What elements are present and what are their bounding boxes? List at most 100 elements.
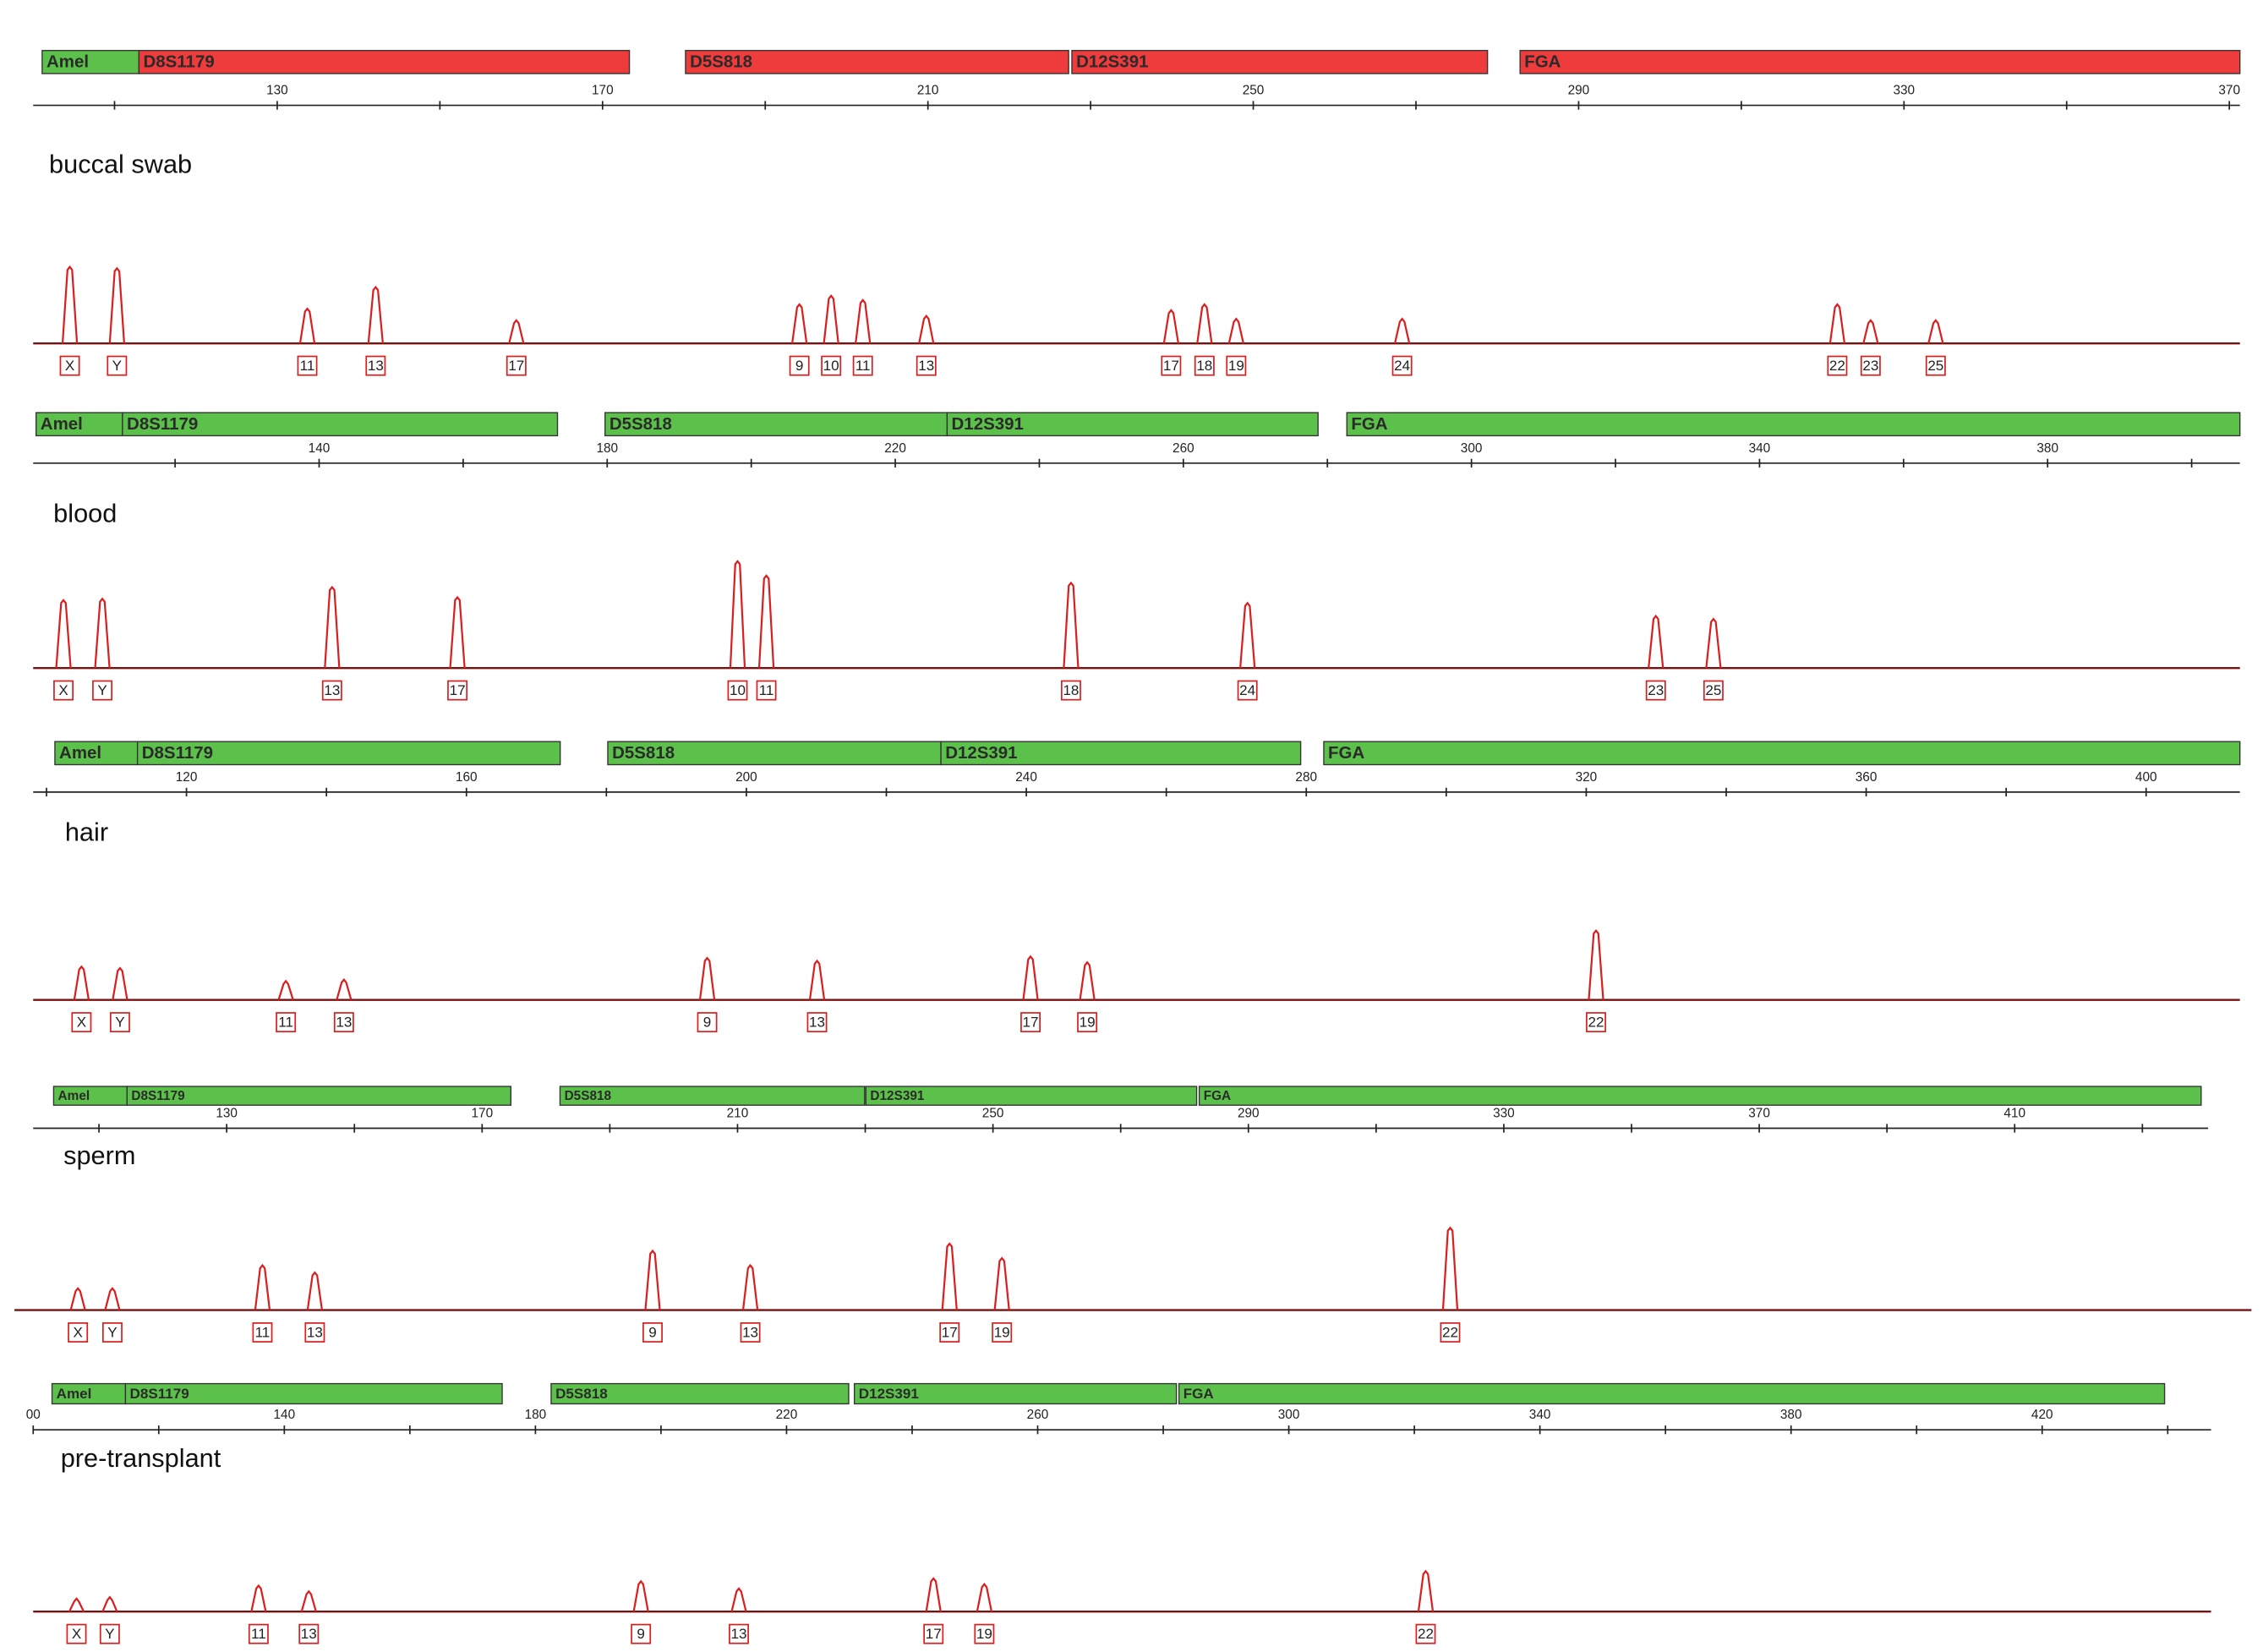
allele-label: 19 (1080, 1014, 1096, 1030)
tick-label: 120 (176, 770, 198, 785)
sample-label: blood (53, 498, 117, 528)
peak (449, 595, 466, 669)
allele-box (252, 1322, 273, 1343)
allele-label: 13 (742, 1324, 758, 1340)
tick-label: 290 (1568, 84, 1590, 98)
allele-box (916, 355, 937, 376)
allele-box (59, 355, 80, 376)
locus-name: D5S818 (555, 1386, 608, 1402)
tick-label: 180 (525, 1408, 547, 1422)
tick-label: 220 (884, 441, 906, 456)
allele-label: 13 (731, 1626, 747, 1642)
allele-label: 23 (1862, 358, 1878, 374)
peak (632, 1579, 649, 1612)
locus-name: FGA (1524, 52, 1561, 72)
allele-label: 13 (368, 358, 384, 374)
peak (1162, 309, 1179, 344)
locus-bar (607, 741, 942, 766)
tick-label: 160 (456, 770, 478, 785)
allele-label: 10 (823, 358, 839, 374)
allele-box (92, 680, 113, 701)
peak (508, 319, 525, 344)
locus-name: D5S818 (612, 743, 675, 763)
peak (823, 294, 839, 344)
allele-label: 11 (759, 682, 774, 698)
peak (298, 307, 316, 344)
peak (1927, 319, 1944, 344)
peak (925, 1577, 942, 1612)
allele-box (298, 1623, 320, 1644)
allele-box (789, 355, 810, 376)
locus-name: Amel (58, 1089, 90, 1103)
sample-panel: Amel D8S1179 D5S818 D12S391 FGA 120 160 200 240 2… (33, 741, 2241, 1033)
allele-label: 9 (637, 1626, 644, 1642)
allele-box (729, 1623, 749, 1644)
locus-bar (1071, 50, 1489, 74)
allele-box (740, 1322, 761, 1343)
allele-label: 11 (300, 358, 315, 374)
locus-bar (853, 1382, 1178, 1405)
allele-label: 24 (1239, 682, 1255, 698)
allele-label: Y (107, 1324, 117, 1340)
allele-box (939, 1322, 960, 1343)
locus-bar (685, 50, 1069, 74)
allele-box (365, 355, 386, 376)
allele-box (99, 1623, 120, 1644)
sample-panel: Amel D8S1179 D5S818 D12S391 FGA 130 170 210 250 2… (33, 50, 2241, 376)
locus-bar (1323, 741, 2241, 766)
allele-box (1077, 1012, 1098, 1033)
locus-bar (1198, 1086, 2202, 1106)
allele-label: 11 (855, 358, 871, 374)
allele-box (1161, 355, 1182, 376)
allele-label: 9 (795, 358, 803, 374)
peak (101, 1595, 118, 1612)
allele-box (923, 1623, 944, 1644)
allele-label: 18 (1196, 358, 1212, 374)
peak (729, 560, 746, 669)
peak (918, 314, 935, 344)
locus-name: D12S391 (859, 1386, 919, 1402)
allele-label: Y (112, 358, 122, 374)
allele-label: 10 (730, 682, 746, 698)
tick-label: 340 (1749, 441, 1771, 456)
allele-box (974, 1623, 995, 1644)
peak (1022, 955, 1039, 1000)
allele-box (1226, 355, 1247, 376)
peak (324, 585, 341, 669)
peak (367, 285, 384, 344)
locus-name: Amel (41, 414, 83, 434)
locus-bar (138, 50, 631, 74)
peak (277, 979, 294, 1000)
peak (1828, 303, 1846, 344)
peak (306, 1271, 324, 1310)
peak (1239, 601, 1256, 669)
tick-label: 130 (216, 1107, 238, 1121)
allele-label: X (73, 1324, 83, 1340)
allele-label: 9 (648, 1324, 656, 1340)
tick-label: 410 (2003, 1107, 2025, 1121)
locus-name: FGA (1204, 1089, 1231, 1103)
allele-label: 18 (1063, 682, 1079, 698)
allele-box (727, 680, 748, 701)
allele-box (71, 1012, 92, 1033)
tick-label: 320 (1576, 770, 1598, 785)
peak (55, 599, 72, 669)
locus-bar (1178, 1382, 2166, 1405)
tick-label: 140 (309, 441, 331, 456)
tick-label: 370 (2218, 84, 2240, 98)
tick-label: 280 (1295, 770, 1317, 785)
peak (1079, 960, 1096, 1000)
allele-label: Y (97, 682, 107, 698)
peak (250, 1584, 267, 1612)
allele-box (1020, 1012, 1041, 1033)
peak (1862, 319, 1879, 344)
locus-bar (946, 412, 1319, 437)
allele-label: 11 (255, 1324, 271, 1340)
peak (941, 1242, 958, 1310)
allele-box (506, 355, 527, 376)
allele-box (68, 1322, 89, 1343)
tick-label: 240 (1015, 770, 1037, 785)
allele-box (53, 680, 74, 701)
peak (993, 1256, 1010, 1310)
allele-label: 22 (1829, 358, 1845, 374)
